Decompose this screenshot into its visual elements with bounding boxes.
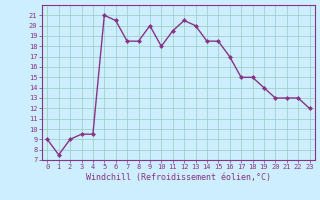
X-axis label: Windchill (Refroidissement éolien,°C): Windchill (Refroidissement éolien,°C) bbox=[86, 173, 271, 182]
